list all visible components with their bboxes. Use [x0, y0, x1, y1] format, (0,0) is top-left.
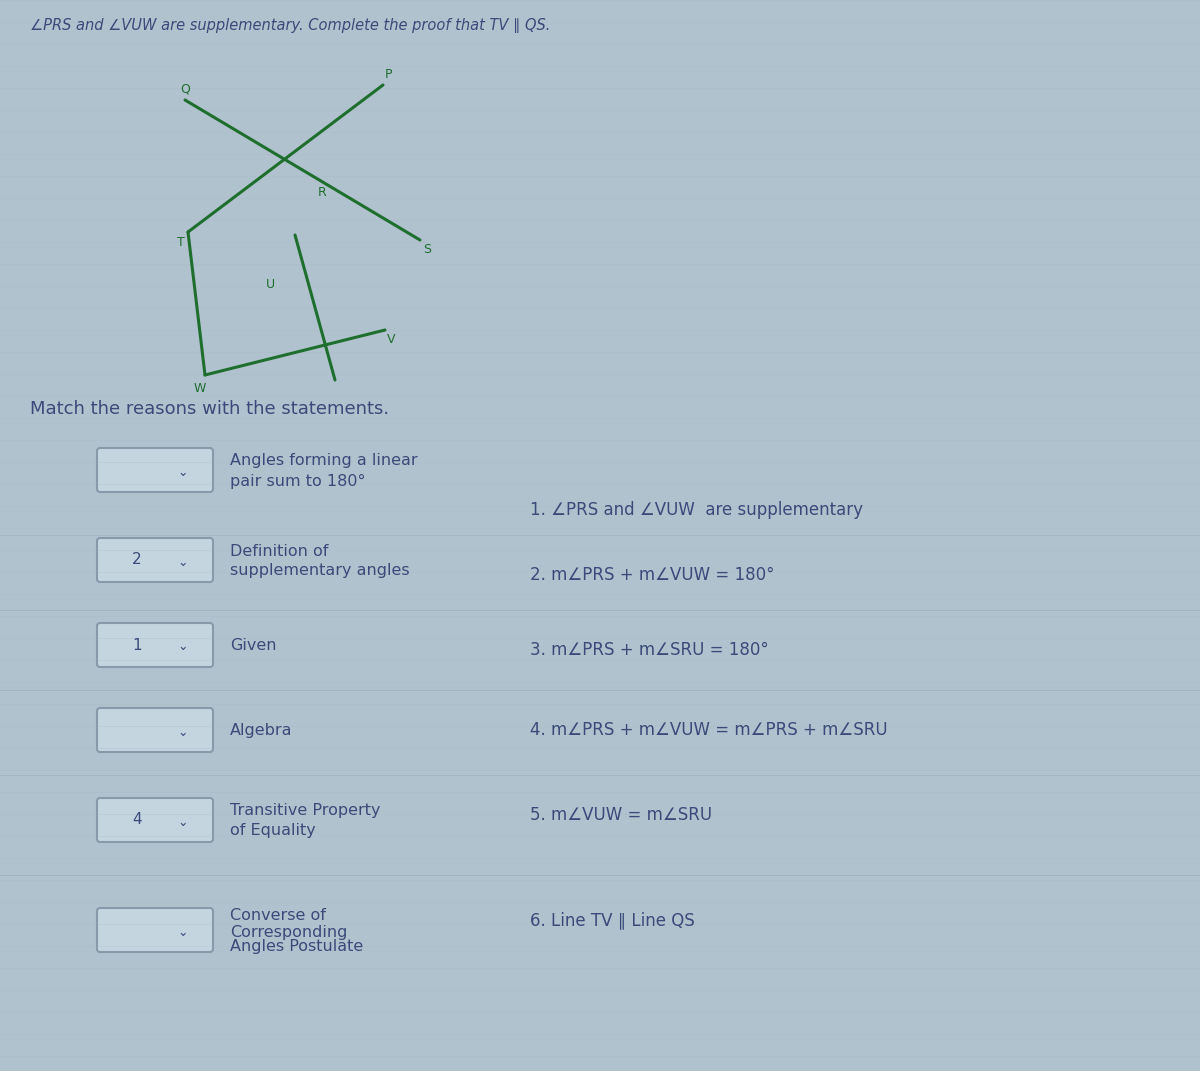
Text: ⌄: ⌄ [178, 725, 188, 739]
Text: 2: 2 [132, 553, 142, 568]
Text: S: S [424, 243, 431, 256]
Text: Corresponding: Corresponding [230, 924, 347, 939]
Text: ⌄: ⌄ [178, 925, 188, 938]
Text: Algebra: Algebra [230, 723, 293, 738]
Text: Match the reasons with the statements.: Match the reasons with the statements. [30, 399, 389, 418]
Text: P: P [385, 67, 392, 81]
Text: U: U [266, 278, 275, 291]
Text: 4. m∠PRS + m∠VUW = m∠PRS + m∠SRU: 4. m∠PRS + m∠VUW = m∠PRS + m∠SRU [530, 721, 888, 739]
Text: 6. Line TV ∥ Line QS: 6. Line TV ∥ Line QS [530, 911, 695, 929]
Text: Given: Given [230, 637, 276, 652]
Text: R: R [318, 186, 326, 199]
FancyBboxPatch shape [97, 908, 214, 952]
Text: V: V [386, 333, 396, 346]
Text: 1. ∠PRS and ∠VUW  are supplementary: 1. ∠PRS and ∠VUW are supplementary [530, 501, 863, 519]
Text: ⌄: ⌄ [178, 815, 188, 829]
FancyBboxPatch shape [97, 798, 214, 842]
Text: ⌄: ⌄ [178, 466, 188, 479]
Text: 5. m∠VUW = m∠SRU: 5. m∠VUW = m∠SRU [530, 806, 712, 824]
FancyBboxPatch shape [97, 708, 214, 752]
Text: pair sum to 180°: pair sum to 180° [230, 473, 366, 488]
Text: 1: 1 [132, 637, 142, 652]
Text: 3. m∠PRS + m∠SRU = 180°: 3. m∠PRS + m∠SRU = 180° [530, 642, 769, 659]
Text: 4: 4 [132, 813, 142, 828]
Text: Transitive Property: Transitive Property [230, 803, 380, 818]
FancyBboxPatch shape [97, 448, 214, 492]
Text: 2. m∠PRS + m∠VUW = 180°: 2. m∠PRS + m∠VUW = 180° [530, 565, 774, 584]
Text: Converse of: Converse of [230, 908, 326, 923]
Text: ⌄: ⌄ [178, 640, 188, 653]
Text: of Equality: of Equality [230, 824, 316, 839]
FancyBboxPatch shape [97, 623, 214, 667]
Text: T: T [178, 236, 185, 248]
Text: Angles forming a linear: Angles forming a linear [230, 453, 418, 468]
Text: supplementary angles: supplementary angles [230, 563, 409, 578]
Text: Definition of: Definition of [230, 543, 329, 558]
Text: ∠PRS and ∠VUW are supplementary. Complete the proof that TV ∥ QS.: ∠PRS and ∠VUW are supplementary. Complet… [30, 18, 551, 33]
Text: W: W [194, 382, 206, 395]
Text: ⌄: ⌄ [178, 556, 188, 569]
Text: Q: Q [180, 82, 190, 96]
Text: Angles Postulate: Angles Postulate [230, 939, 364, 954]
FancyBboxPatch shape [97, 538, 214, 582]
